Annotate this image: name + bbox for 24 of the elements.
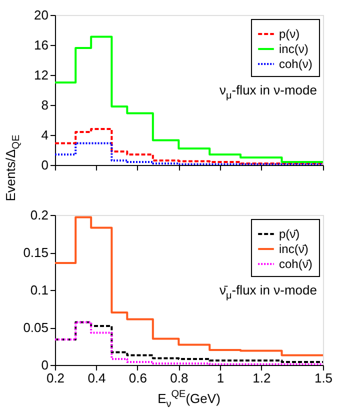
y-tick-label: 0.2 [30,208,48,222]
x-tick-label: 0.6 [128,370,147,386]
y-tick-label: 12 [34,68,48,82]
legend-label: coh(ν̄) [279,257,312,271]
y-axis-title: Events/ΔQE [3,134,22,202]
x-tick-label: 0.4 [88,370,106,386]
x-tick-label: 1 [216,370,224,386]
y-tick-label: 0 [41,358,48,372]
y-tick-label: 4 [41,128,48,142]
y-tick-label: 16 [34,38,48,52]
x-tick-label: 1.5 [314,370,333,386]
legend-label: p(ν̄) [279,227,300,241]
y-tick-label: 0 [41,158,48,172]
legend-label: p(ν) [279,27,300,41]
y-tick-label: 0.05 [23,320,48,335]
y-tick-label: 8 [41,98,48,112]
y-tick-label: 0.15 [23,245,48,260]
x-tick-label: 0.8 [170,370,188,386]
legend-label: coh(ν) [279,57,312,71]
y-tick-label: 20 [34,8,48,22]
legend-label: inc(ν) [279,42,308,56]
x-tick-label: 1.2 [252,370,271,386]
legend-label: inc(ν̄) [279,242,308,256]
y-tick-label: 0.1 [30,282,48,298]
